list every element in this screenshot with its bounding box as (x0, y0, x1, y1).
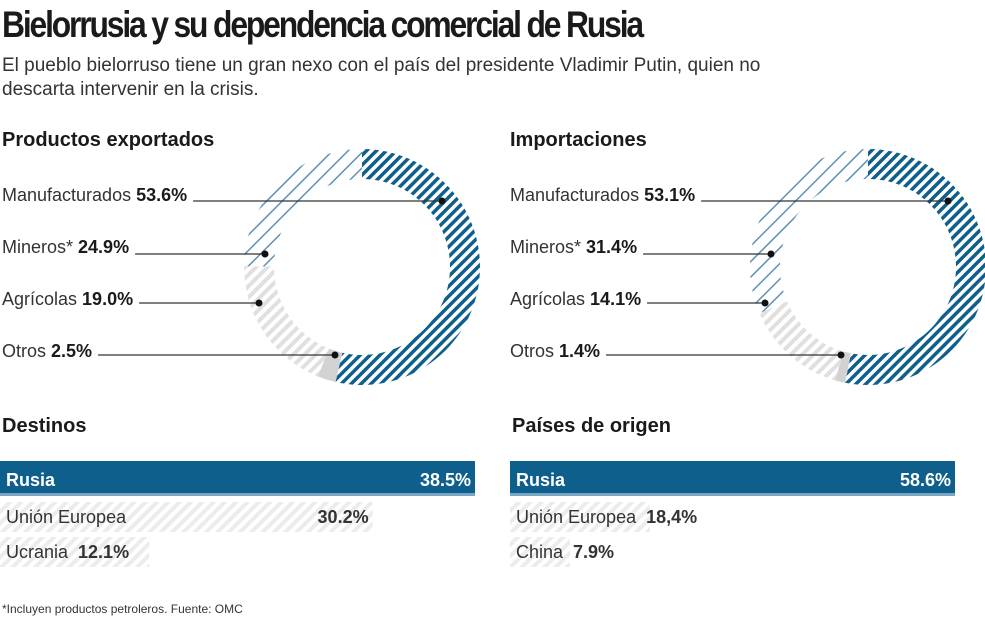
bar (0, 461, 475, 495)
section-title-3: Países de origen (512, 415, 671, 437)
leader-dot (837, 351, 845, 359)
category-name: Manufacturados (2, 185, 137, 205)
category-name: Mineros* (2, 237, 79, 257)
bar-underline (0, 493, 475, 496)
donut-slice-2 (759, 301, 844, 381)
bar-row: Unión Europea 30.2% (0, 502, 373, 532)
bar-row: Rusia 38.5% (0, 465, 475, 495)
category-value: 24.9% (78, 237, 130, 257)
leader-dot (944, 197, 952, 205)
donut-label: Otros 1.4% (510, 341, 600, 362)
bar-value: 18,4% (646, 506, 698, 527)
category-name: Otros (510, 341, 560, 361)
leader-dot (331, 351, 339, 359)
donut-slice-0 (845, 149, 985, 385)
category-value: 53.6% (136, 185, 188, 205)
leader-dot (255, 299, 263, 307)
leader-dot (261, 250, 269, 258)
bar-value: 7.9% (573, 541, 615, 562)
bar-category: China (516, 541, 564, 562)
donut-slice-3 (835, 351, 851, 383)
subtitle: El pueblo bielorruso tiene un gran nexo … (2, 55, 761, 100)
donut-label: Mineros* 24.9% (2, 237, 129, 258)
donut-label: Otros 2.5% (2, 341, 92, 362)
section-title-0: Productos exportados (2, 129, 215, 151)
bar-category: Rusia (516, 469, 566, 490)
category-value: 14.1% (590, 289, 642, 309)
bar (0, 502, 373, 532)
leader-dot (761, 299, 769, 307)
bar-underline (510, 493, 955, 496)
category-name: Mineros* (510, 237, 587, 257)
leader-dot (767, 250, 775, 258)
category-value: 31.4% (586, 237, 638, 257)
category-name: Manufacturados (510, 185, 645, 205)
bar-value: 38.5% (419, 469, 471, 490)
donut-slice-1 (750, 149, 868, 314)
bar (510, 461, 955, 495)
category-value: 2.5% (51, 341, 93, 361)
donut-slice-1 (244, 149, 362, 267)
donut-label: Agrícolas 19.0% (2, 289, 133, 310)
section-title-2: Destinos (2, 415, 87, 437)
page-title: Bielorrusia y su dependencia comercial d… (2, 4, 644, 45)
bar-row: China 7.9% (510, 537, 618, 567)
category-value: 19.0% (82, 289, 134, 309)
donut-slice-2 (244, 266, 330, 377)
leader-dot (438, 197, 446, 205)
bar-category: Rusia (6, 469, 56, 490)
bar (510, 537, 570, 567)
category-name: Agrícolas (510, 289, 591, 309)
bar (510, 502, 650, 532)
bar (0, 537, 150, 567)
category-name: Agrícolas (2, 289, 83, 309)
section-title-1: Importaciones (510, 129, 647, 151)
bar-value: 30.2% (317, 506, 369, 527)
donut-label: Manufacturados 53.1% (510, 185, 695, 206)
bar-category: Unión Europea (6, 506, 127, 527)
footnote: *Incluyen productos petroleros. Fuente: … (2, 602, 243, 616)
category-value: 1.4% (559, 341, 601, 361)
donut-label: Mineros* 31.4% (510, 237, 637, 258)
donut-slice-0 (335, 149, 480, 386)
category-name: Otros (2, 341, 52, 361)
category-value: 53.1% (644, 185, 696, 205)
bar-category: Unión Europea (516, 506, 637, 527)
bar-value: 12.1% (78, 541, 130, 562)
bar-value: 58.6% (899, 469, 951, 490)
donut-label: Agrícolas 14.1% (510, 289, 641, 310)
bar-category: Ucrania (6, 541, 69, 562)
bar-row: Ucrania 12.1% (0, 537, 133, 567)
bar-row: Unión Europea 18,4% (510, 502, 701, 532)
donut-label: Manufacturados 53.6% (2, 185, 187, 206)
bar-row: Rusia 58.6% (510, 465, 955, 495)
